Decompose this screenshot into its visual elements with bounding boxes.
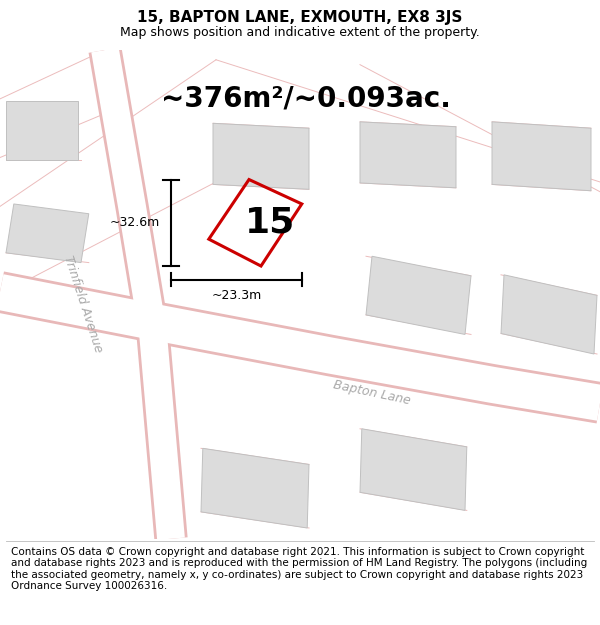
Text: Map shows position and indicative extent of the property.: Map shows position and indicative extent…: [120, 26, 480, 39]
Text: ~23.3m: ~23.3m: [211, 289, 262, 301]
Polygon shape: [201, 448, 309, 528]
Polygon shape: [6, 101, 78, 160]
Polygon shape: [501, 275, 597, 354]
Text: ~376m²/~0.093ac.: ~376m²/~0.093ac.: [161, 85, 451, 113]
Text: Bapton Lane: Bapton Lane: [332, 379, 412, 408]
Text: 15, BAPTON LANE, EXMOUTH, EX8 3JS: 15, BAPTON LANE, EXMOUTH, EX8 3JS: [137, 10, 463, 25]
Polygon shape: [366, 256, 471, 334]
Text: Trinfield Avenue: Trinfield Avenue: [61, 254, 104, 354]
Polygon shape: [360, 122, 456, 188]
Text: Contains OS data © Crown copyright and database right 2021. This information is : Contains OS data © Crown copyright and d…: [11, 546, 587, 591]
Text: 15: 15: [245, 205, 295, 239]
Text: ~32.6m: ~32.6m: [110, 216, 160, 229]
Polygon shape: [6, 204, 89, 262]
Polygon shape: [213, 123, 309, 189]
Polygon shape: [360, 429, 467, 511]
Polygon shape: [492, 122, 591, 191]
